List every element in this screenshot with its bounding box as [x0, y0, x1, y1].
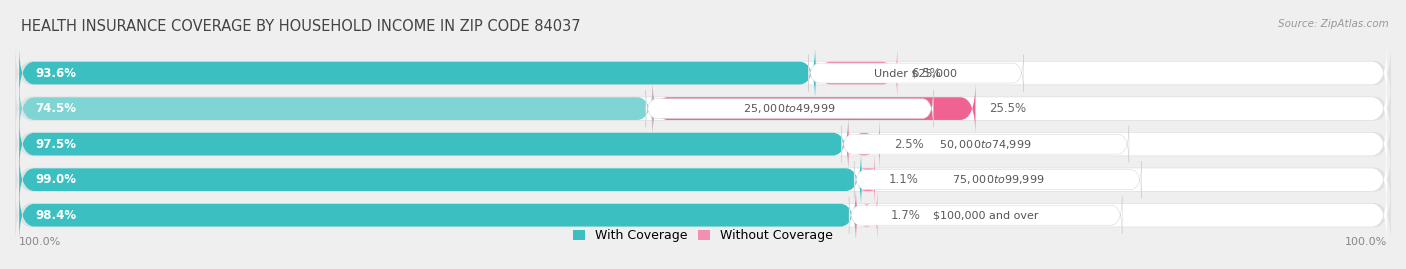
Text: $75,000 to $99,999: $75,000 to $99,999 — [952, 173, 1045, 186]
FancyBboxPatch shape — [652, 81, 976, 136]
Text: HEALTH INSURANCE COVERAGE BY HOUSEHOLD INCOME IN ZIP CODE 84037: HEALTH INSURANCE COVERAGE BY HOUSEHOLD I… — [21, 19, 581, 34]
FancyBboxPatch shape — [20, 116, 1386, 172]
FancyBboxPatch shape — [20, 187, 1386, 243]
Text: 100.0%: 100.0% — [20, 237, 62, 247]
Text: Source: ZipAtlas.com: Source: ZipAtlas.com — [1278, 19, 1389, 29]
FancyBboxPatch shape — [20, 187, 856, 243]
FancyBboxPatch shape — [15, 149, 1391, 210]
Text: $50,000 to $74,999: $50,000 to $74,999 — [939, 138, 1032, 151]
Text: 98.4%: 98.4% — [35, 209, 77, 222]
Text: 6.5%: 6.5% — [911, 66, 941, 80]
Text: 74.5%: 74.5% — [35, 102, 77, 115]
FancyBboxPatch shape — [15, 114, 1391, 175]
Text: $100,000 and over: $100,000 and over — [932, 210, 1038, 220]
FancyBboxPatch shape — [20, 81, 1386, 136]
FancyBboxPatch shape — [15, 78, 1391, 139]
FancyBboxPatch shape — [848, 116, 880, 172]
Legend: With Coverage, Without Coverage: With Coverage, Without Coverage — [568, 224, 838, 247]
FancyBboxPatch shape — [20, 45, 815, 101]
FancyBboxPatch shape — [808, 55, 1024, 91]
Text: 1.1%: 1.1% — [889, 173, 918, 186]
FancyBboxPatch shape — [20, 81, 652, 136]
FancyBboxPatch shape — [20, 152, 1386, 207]
FancyBboxPatch shape — [15, 43, 1391, 104]
Text: Under $25,000: Under $25,000 — [875, 68, 957, 78]
FancyBboxPatch shape — [20, 152, 860, 207]
FancyBboxPatch shape — [849, 197, 1122, 234]
FancyBboxPatch shape — [860, 152, 876, 207]
FancyBboxPatch shape — [815, 45, 897, 101]
FancyBboxPatch shape — [15, 185, 1391, 246]
FancyBboxPatch shape — [841, 126, 1129, 163]
Text: 2.5%: 2.5% — [894, 138, 924, 151]
Text: 1.7%: 1.7% — [891, 209, 921, 222]
Text: 97.5%: 97.5% — [35, 138, 77, 151]
Text: 93.6%: 93.6% — [35, 66, 77, 80]
Text: 100.0%: 100.0% — [1344, 237, 1386, 247]
Text: $25,000 to $49,999: $25,000 to $49,999 — [744, 102, 835, 115]
Text: 99.0%: 99.0% — [35, 173, 77, 186]
FancyBboxPatch shape — [856, 187, 877, 243]
FancyBboxPatch shape — [20, 45, 1386, 101]
FancyBboxPatch shape — [853, 161, 1142, 198]
FancyBboxPatch shape — [20, 116, 848, 172]
Text: 25.5%: 25.5% — [990, 102, 1026, 115]
FancyBboxPatch shape — [645, 90, 934, 127]
